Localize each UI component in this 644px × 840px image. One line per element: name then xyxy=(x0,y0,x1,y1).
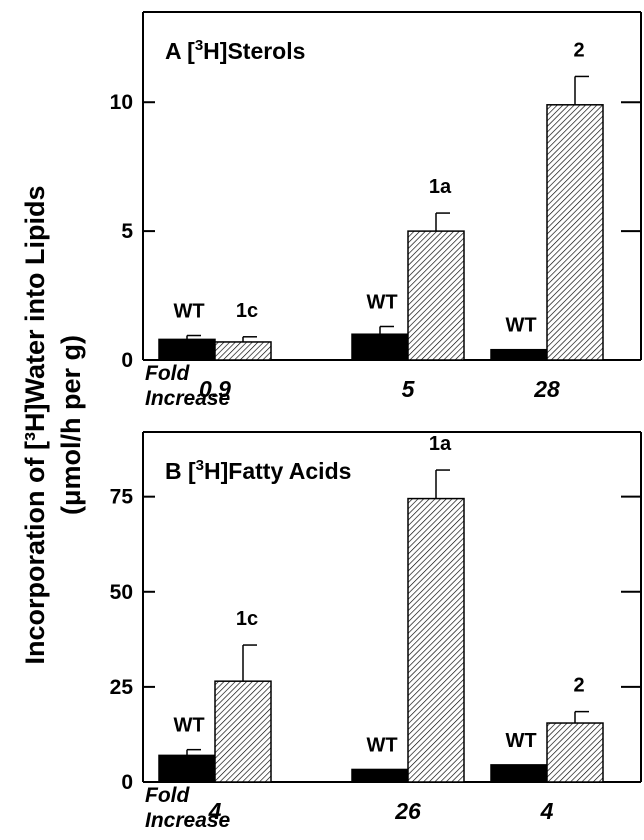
y-tick-label: 0 xyxy=(121,349,133,372)
y-axis-title-line1: Incorporation of [³H]Water into Lipids xyxy=(20,186,50,665)
bar-group: WT 1a 5 xyxy=(351,176,465,402)
bar-group: WT 2 28 xyxy=(490,39,604,402)
y-tick-label: 10 xyxy=(110,91,133,114)
fold-value: 4 xyxy=(208,798,222,824)
bar-label-mutant: 1a xyxy=(429,176,452,198)
bar-label-mutant: 1c xyxy=(236,608,258,630)
fold-label-line1: Fold xyxy=(145,784,190,807)
y-tick-label: 5 xyxy=(121,220,133,243)
panel-letter: A xyxy=(165,38,187,64)
y-tick-label: 0 xyxy=(121,771,133,794)
panel-title-suffix: H]Fatty Acids xyxy=(204,458,351,484)
bar-mutant xyxy=(546,104,604,361)
bar-label-wt: WT xyxy=(505,730,536,752)
fold-value: 0.9 xyxy=(199,376,231,402)
fold-value: 28 xyxy=(533,376,560,402)
panel-letter: B xyxy=(165,458,188,484)
bar-mutant xyxy=(407,230,465,361)
bar-wt xyxy=(158,338,216,361)
bar-mutant xyxy=(546,722,604,783)
y-axis-title: Incorporation of [³H]Water into Lipids (… xyxy=(20,186,86,665)
bar-group: WT 1c 0.9 xyxy=(158,300,272,402)
fold-value: 26 xyxy=(394,798,421,824)
fold-label-line1: Fold xyxy=(145,362,190,385)
bar-label-wt: WT xyxy=(173,715,204,737)
bar-mutant xyxy=(407,497,465,783)
bar-label-wt: WT xyxy=(366,291,397,313)
bar-label-mutant: 1c xyxy=(236,300,258,322)
panel-title-sup: 3 xyxy=(196,457,204,474)
y-tick-label: 75 xyxy=(110,486,134,509)
bar-group: WT 1a 26 xyxy=(351,433,465,824)
bar-wt xyxy=(351,333,409,361)
panel-title-prefix: [ xyxy=(188,458,196,484)
bar-mutant xyxy=(214,341,272,361)
fold-label-line2: Increase xyxy=(145,387,231,410)
panel-title: B [3H]Fatty Acids xyxy=(165,457,351,484)
fold-label-line2: Increase xyxy=(145,809,231,832)
panel-title-prefix: [ xyxy=(187,38,195,64)
bar-label-wt: WT xyxy=(173,301,204,323)
panel-title-sup: 3 xyxy=(195,37,203,54)
bar-mutant xyxy=(214,680,272,783)
bar-wt xyxy=(490,764,548,783)
bar-label-mutant: 2 xyxy=(573,39,584,61)
bar-group: WT 1c 4 xyxy=(158,608,272,824)
bar-label-mutant: 1a xyxy=(429,433,452,455)
bar-wt xyxy=(158,754,216,783)
bar-group: WT 2 4 xyxy=(490,675,604,824)
y-tick-label: 25 xyxy=(110,676,134,699)
fold-value: 4 xyxy=(540,798,554,824)
bar-wt xyxy=(490,348,548,361)
y-axis-title-line2: (μmol/h per g) xyxy=(56,335,86,515)
fold-value: 5 xyxy=(402,376,416,402)
bar-label-mutant: 2 xyxy=(573,675,584,697)
panel-title: A [3H]Sterols xyxy=(165,37,305,64)
bar-wt xyxy=(351,768,409,783)
panel-title-suffix: H]Sterols xyxy=(203,38,305,64)
y-tick-label: 50 xyxy=(110,581,133,604)
bar-label-wt: WT xyxy=(505,315,536,337)
bar-label-wt: WT xyxy=(366,734,397,756)
